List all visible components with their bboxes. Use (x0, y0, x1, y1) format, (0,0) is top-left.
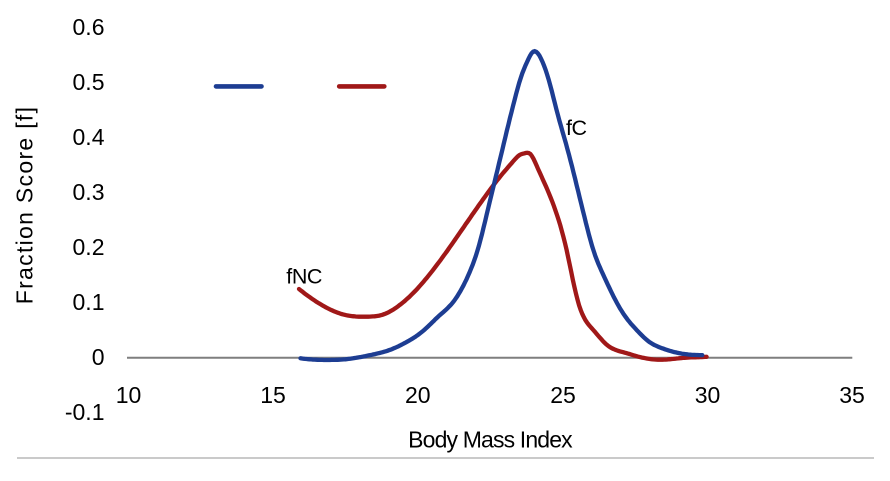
svg-text:Body Mass Index: Body Mass Index (408, 426, 573, 452)
svg-text:25: 25 (550, 382, 576, 408)
svg-text:0.5: 0.5 (73, 69, 105, 95)
svg-text:20: 20 (405, 382, 431, 408)
svg-text:-0.1: -0.1 (65, 399, 105, 425)
svg-text:0.1: 0.1 (73, 289, 105, 315)
svg-text:0: 0 (92, 344, 105, 370)
svg-text:Fraction Score [f]: Fraction Score [f] (11, 106, 37, 305)
svg-text:0.3: 0.3 (73, 179, 105, 205)
svg-text:35: 35 (839, 382, 865, 408)
svg-text:0.4: 0.4 (73, 124, 105, 150)
svg-text:fC: fC (566, 116, 587, 140)
svg-text:0.6: 0.6 (73, 14, 105, 40)
svg-text:10: 10 (116, 382, 142, 408)
svg-text:30: 30 (695, 382, 721, 408)
svg-text:15: 15 (260, 382, 286, 408)
svg-text:0.2: 0.2 (73, 234, 105, 260)
svg-text:fNC: fNC (286, 264, 322, 288)
